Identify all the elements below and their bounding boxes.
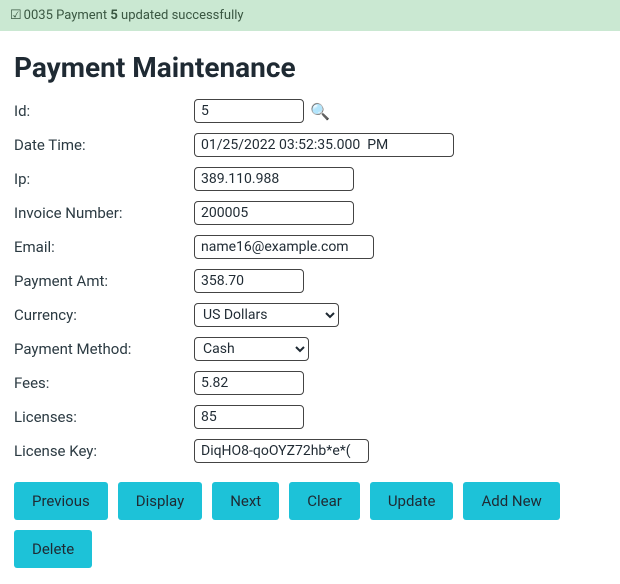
alert-suffix: updated successfully [118,8,244,23]
addnew-button[interactable]: Add New [463,482,559,520]
label-currency: Currency: [14,306,194,324]
label-method: Payment Method: [14,340,194,358]
label-fees: Fees: [14,374,194,392]
row-email: Email: [14,234,606,260]
row-datetime: Date Time: [14,132,606,158]
check-icon: ☑ [10,8,22,23]
alert-bold: 5 [110,8,117,23]
label-invoice: Invoice Number: [14,204,194,222]
next-button[interactable]: Next [212,482,279,520]
page-title: Payment Maintenance [14,51,606,84]
row-id: Id: 🔍 [14,98,606,124]
label-licensekey: License Key: [14,442,194,460]
row-licenses: Licenses: [14,404,606,430]
label-licenses: Licenses: [14,408,194,426]
delete-button[interactable]: Delete [14,530,92,568]
row-licensekey: License Key: [14,438,606,464]
amount-input[interactable] [194,269,304,293]
licenses-input[interactable] [194,405,304,429]
previous-button[interactable]: Previous [14,482,108,520]
row-method: Payment Method: Cash [14,336,606,362]
update-button[interactable]: Update [370,482,454,520]
label-email: Email: [14,238,194,256]
row-amount: Payment Amt: [14,268,606,294]
label-id: Id: [14,102,194,120]
row-fees: Fees: [14,370,606,396]
label-ip: Ip: [14,170,194,188]
datetime-input[interactable] [194,133,454,157]
clear-button[interactable]: Clear [289,482,360,520]
ip-input[interactable] [194,167,354,191]
row-ip: Ip: [14,166,606,192]
row-invoice: Invoice Number: [14,200,606,226]
label-datetime: Date Time: [14,136,194,154]
licensekey-input[interactable] [194,439,369,463]
display-button[interactable]: Display [118,482,202,520]
method-select[interactable]: Cash [194,337,309,361]
page-body: Payment Maintenance Id: 🔍 Date Time: Ip:… [0,31,620,584]
id-input[interactable] [194,99,304,123]
label-amount: Payment Amt: [14,272,194,290]
search-icon[interactable]: 🔍 [310,102,330,121]
button-row: Previous Display Next Clear Update Add N… [14,482,606,568]
success-alert: ☑0035 Payment 5 updated successfully [0,0,620,31]
row-currency: Currency: US Dollars [14,302,606,328]
fees-input[interactable] [194,371,304,395]
invoice-input[interactable] [194,201,354,225]
alert-prefix: 0035 Payment [24,8,111,23]
email-input[interactable] [194,235,374,259]
currency-select[interactable]: US Dollars [194,303,339,327]
